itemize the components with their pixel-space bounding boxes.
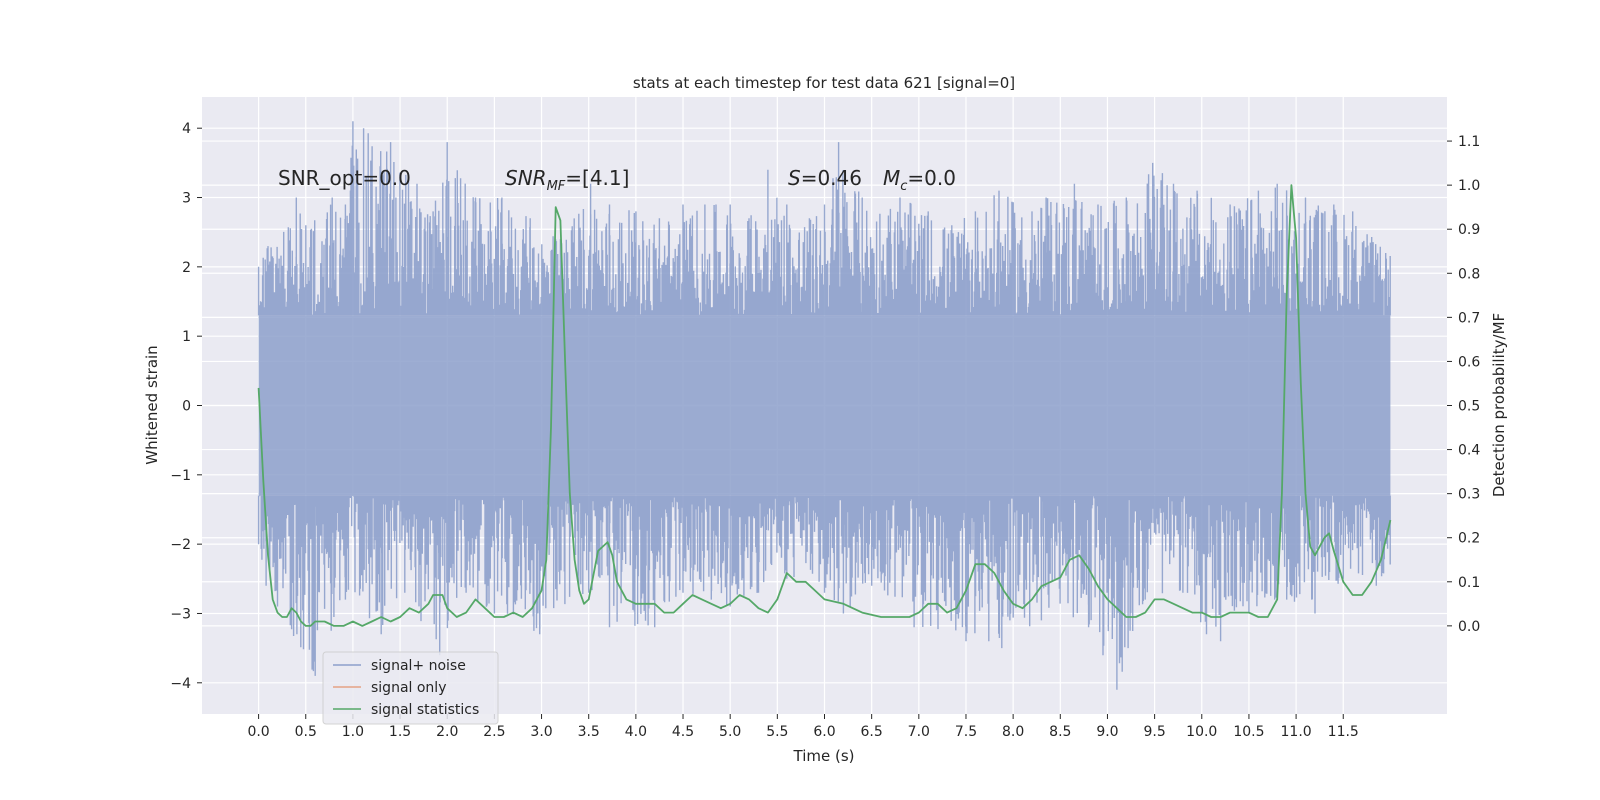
snr-opt-annotation: SNR_opt=0.0 xyxy=(278,166,411,190)
x-tick-label: 10.5 xyxy=(1233,724,1264,740)
y-right-tick-label: 0.4 xyxy=(1458,443,1480,459)
y-axis-right-ticks: 1.1 1.0 0.9 0.8 0.7 0.6 0.5 0.4 0.3 0.2 0.1 0.0 xyxy=(1447,134,1480,635)
y-tick-label: 3 xyxy=(182,191,191,207)
x-tick-label: 11.0 xyxy=(1281,724,1312,740)
y-axis-ticks: 4 3 2 1 0 −1 −2 −3 −4 xyxy=(170,121,202,692)
series-signal-noise xyxy=(257,121,1391,690)
legend-label-signal-statistics: signal statistics xyxy=(371,702,479,718)
x-tick-label: 1.0 xyxy=(342,724,364,740)
x-tick-label: 7.5 xyxy=(955,724,977,740)
x-tick-label: 3.5 xyxy=(578,724,600,740)
y-axis-right-label: Detection probability/MF xyxy=(1490,313,1508,497)
y-right-tick-label: 0.0 xyxy=(1458,619,1480,635)
snr-mf-annotation: SNRMF=[4.1] xyxy=(505,166,629,194)
x-tick-label: 5.5 xyxy=(766,724,788,740)
y-tick-label: 0 xyxy=(182,399,191,415)
y-tick-label: −4 xyxy=(170,676,191,692)
mc-annotation: Mc=0.0 xyxy=(883,166,956,194)
y-tick-label: −3 xyxy=(170,606,191,622)
y-right-tick-label: 0.9 xyxy=(1458,222,1480,238)
x-tick-label: 0.0 xyxy=(247,724,269,740)
snr-mf-subscript: MF xyxy=(547,179,566,194)
y-tick-label: 1 xyxy=(182,329,191,345)
legend-box xyxy=(322,651,499,725)
x-tick-label: 6.5 xyxy=(861,724,883,740)
y-right-tick-label: 0.3 xyxy=(1458,487,1480,503)
y-right-tick-label: 0.8 xyxy=(1458,266,1480,282)
x-tick-label: 6.0 xyxy=(813,724,835,740)
y-tick-label: 2 xyxy=(182,260,191,276)
y-right-tick-label: 0.7 xyxy=(1458,310,1480,326)
series-signal-statistics xyxy=(257,184,1392,627)
legend-label-signal-noise: signal+ noise xyxy=(371,658,466,674)
y-right-tick-label: 1.1 xyxy=(1458,134,1480,150)
x-tick-label: 1.5 xyxy=(389,724,411,740)
x-tick-label: 0.5 xyxy=(295,724,317,740)
y-right-tick-label: 0.5 xyxy=(1458,399,1480,415)
mc-subscript: c xyxy=(900,179,907,194)
mc-symbol: M xyxy=(883,166,900,190)
x-tick-label: 9.0 xyxy=(1096,724,1118,740)
y-right-tick-label: 0.2 xyxy=(1458,531,1480,547)
y-right-tick-label: 0.6 xyxy=(1458,354,1480,370)
chart-title: stats at each timestep for test data 621… xyxy=(633,74,1015,92)
legend: signal+ noise signal only signal statist… xyxy=(322,651,499,725)
mc-value: =0.0 xyxy=(907,166,956,190)
x-tick-label: 8.5 xyxy=(1049,724,1071,740)
x-tick-label: 7.0 xyxy=(908,724,930,740)
snr-mf-value: =[4.1] xyxy=(565,166,629,190)
y-right-tick-label: 1.0 xyxy=(1458,178,1480,194)
x-tick-label: 3.0 xyxy=(530,724,552,740)
signal-statistics-line xyxy=(257,184,1392,627)
x-tick-label: 9.5 xyxy=(1143,724,1165,740)
snr-mf-symbol: SNR xyxy=(505,166,547,190)
y-axis-label: Whitened strain xyxy=(143,345,161,464)
x-tick-label: 5.0 xyxy=(719,724,741,740)
x-axis-label: Time (s) xyxy=(793,747,855,765)
noise-spikes-lower xyxy=(257,495,1391,690)
y-tick-label: −2 xyxy=(170,537,191,553)
noise-spikes-upper xyxy=(257,121,1391,316)
noise-band xyxy=(258,315,1391,496)
x-tick-label: 11.5 xyxy=(1328,724,1359,740)
x-tick-label: 2.0 xyxy=(436,724,458,740)
x-tick-label: 8.0 xyxy=(1002,724,1024,740)
s-symbol: S xyxy=(788,166,801,190)
s-annotation: S=0.46 xyxy=(788,166,862,190)
x-tick-label: 10.0 xyxy=(1186,724,1217,740)
x-axis-ticks: 0.0 0.5 1.0 1.5 2.0 2.5 3.0 3.5 4.0 4.5 5.0 5.5 6.0 6… xyxy=(247,714,1359,740)
x-tick-label: 2.5 xyxy=(483,724,505,740)
legend-label-signal-only: signal only xyxy=(371,680,446,696)
s-value: =0.46 xyxy=(801,166,862,190)
x-tick-label: 4.0 xyxy=(625,724,647,740)
x-tick-label: 4.5 xyxy=(672,724,694,740)
y-right-tick-label: 0.1 xyxy=(1458,575,1480,591)
y-tick-label: 4 xyxy=(182,121,191,137)
y-tick-label: −1 xyxy=(170,468,191,484)
